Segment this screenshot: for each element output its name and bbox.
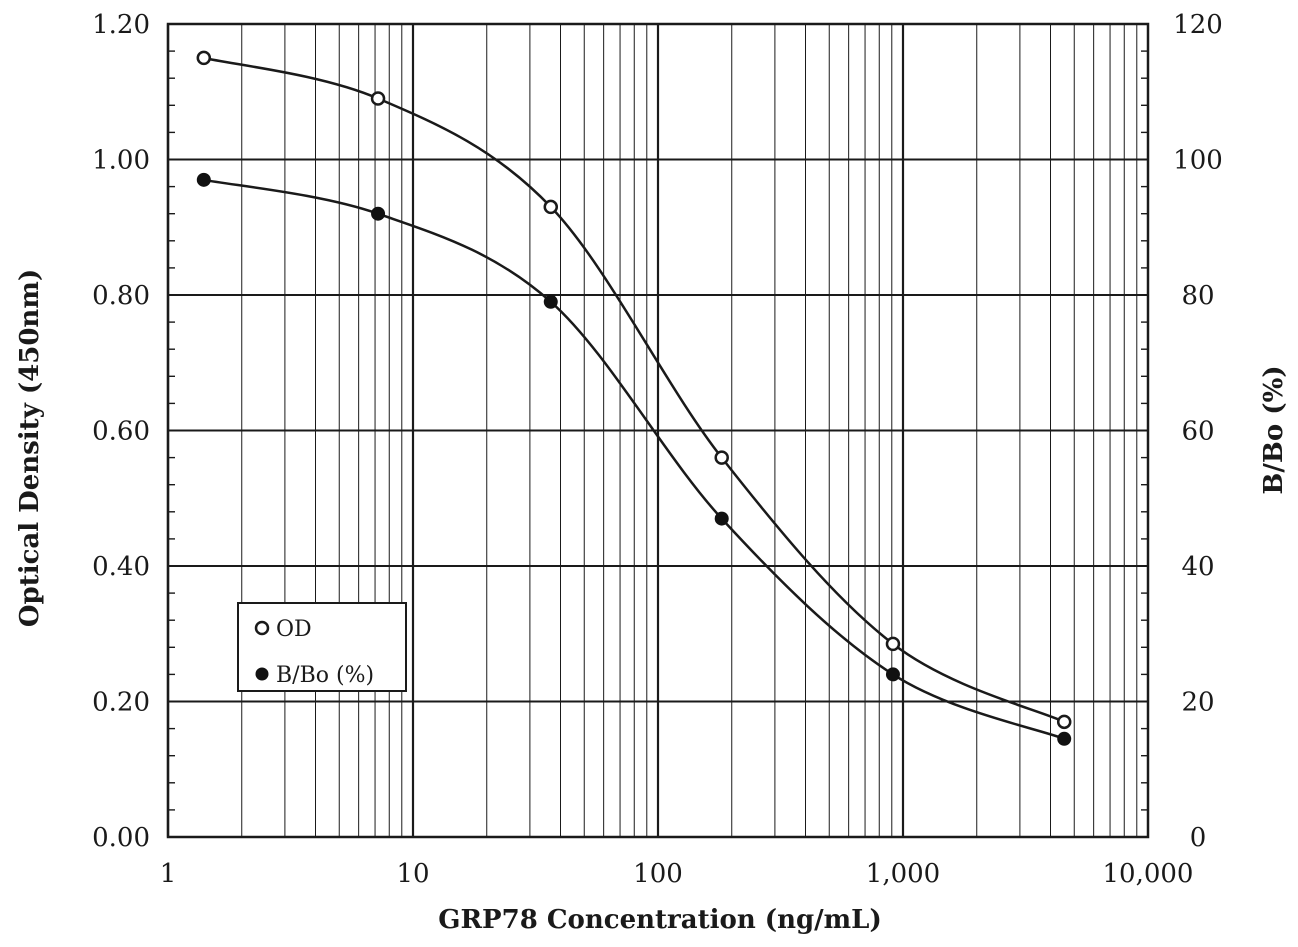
y-tick-label: 0.40 (92, 552, 150, 582)
y-tick-label: 0.00 (92, 823, 150, 853)
y2-axis-title: B/Bo (%) (1259, 365, 1289, 494)
y2-tick-label: 0 (1190, 823, 1207, 853)
axis-ticks: 0.00 0.20 0.40 0.60 0.80 1.00 1.20 0 20 40 60 80 100… (92, 10, 1223, 889)
data-point-bbo (714, 511, 729, 526)
y2-tick-label: 40 (1181, 552, 1214, 582)
series-line-bbo (203, 178, 1065, 740)
x-axis-title: GRP78 Concentration (ng/mL) (438, 905, 882, 935)
legend-label-od: OD (276, 617, 312, 642)
data-point-od (714, 450, 729, 465)
legend-marker-od (254, 620, 270, 636)
legend: OD B/Bo (%) (237, 602, 407, 692)
x-tick-label: 1 (160, 859, 177, 889)
x-tick-label: 10 (396, 859, 429, 889)
series-markers (196, 50, 1072, 746)
data-point-bbo (196, 172, 211, 187)
data-point-bbo (1057, 731, 1072, 746)
data-point-bbo (885, 667, 900, 682)
y2-tick-label: 100 (1173, 146, 1223, 176)
y-tick-label: 1.20 (92, 10, 150, 40)
x-tick-label: 10,000 (1103, 859, 1194, 889)
data-point-od (370, 91, 386, 106)
y2-tick-label: 120 (1173, 10, 1223, 40)
y-tick-label: 0.60 (92, 417, 150, 447)
x-tick-label: 1,000 (866, 859, 940, 889)
x-tick-label: 100 (633, 859, 683, 889)
data-point-od (885, 636, 901, 652)
y2-tick-label: 60 (1181, 417, 1214, 447)
y-axis-title: Optical Density (450nm) (15, 269, 45, 627)
y-tick-label: 0.80 (92, 281, 150, 311)
y-tick-label: 1.00 (92, 146, 150, 176)
legend-label-bbo: B/Bo (%) (276, 663, 374, 688)
data-point-od (543, 199, 559, 215)
y2-tick-label: 20 (1181, 688, 1214, 718)
data-point-bbo (371, 206, 386, 221)
data-point-od (196, 50, 212, 66)
grid (166, 23, 1148, 838)
legend-marker-bbo (255, 667, 269, 681)
y-tick-label: 0.20 (92, 688, 150, 718)
data-point-od (1056, 714, 1072, 730)
data-point-bbo (543, 294, 558, 309)
y2-tick-label: 80 (1181, 281, 1214, 311)
